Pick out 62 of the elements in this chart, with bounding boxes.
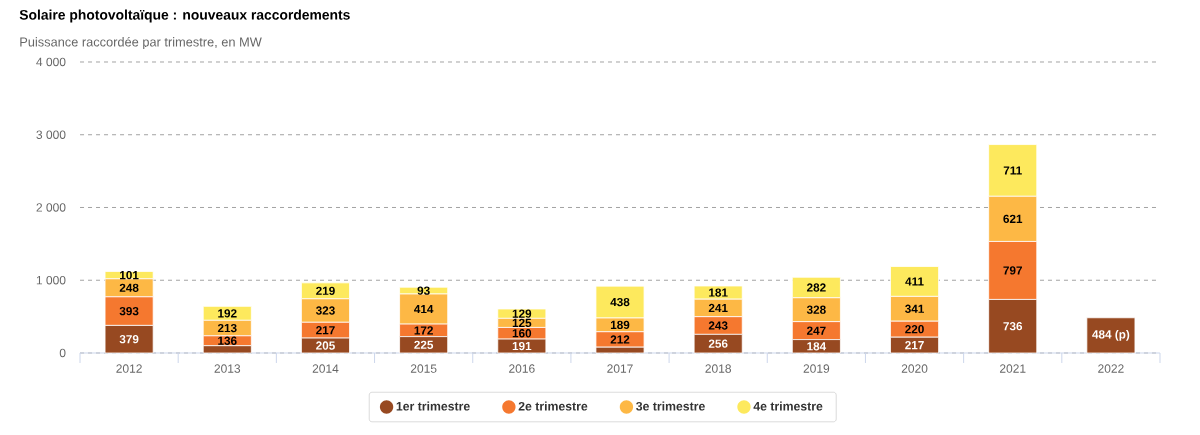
data-label: 393 bbox=[119, 306, 139, 316]
data-label: 189 bbox=[610, 320, 630, 330]
data-label: 341 bbox=[905, 304, 924, 313]
data-label: 438 bbox=[610, 297, 630, 307]
legend-label: 2e trimestre bbox=[518, 401, 588, 411]
data-label: 243 bbox=[708, 321, 728, 330]
data-label: 247 bbox=[806, 326, 826, 335]
chart-subtitle: Puissance raccordée par trimestre, en MW bbox=[20, 36, 262, 50]
legend-label: 1er trimestre bbox=[396, 401, 470, 411]
x-tick-label: 2016 bbox=[509, 364, 535, 373]
x-tick-label: 2019 bbox=[803, 364, 830, 373]
x-tick-label: 2012 bbox=[116, 364, 142, 373]
data-label: 220 bbox=[905, 325, 924, 334]
data-label: 621 bbox=[1003, 214, 1023, 224]
x-tick-label: 2013 bbox=[214, 364, 241, 373]
data-label: 125 bbox=[512, 318, 532, 328]
data-label: 379 bbox=[119, 335, 139, 344]
data-label: 248 bbox=[119, 283, 139, 292]
y-tick-label: 4 000 bbox=[36, 57, 66, 67]
data-label: 192 bbox=[218, 309, 237, 318]
data-label: 136 bbox=[218, 336, 237, 345]
legend-label: 4e trimestre bbox=[753, 401, 823, 411]
data-label: 93 bbox=[417, 286, 430, 295]
x-tick-label: 2018 bbox=[705, 364, 731, 373]
data-label: 101 bbox=[120, 270, 139, 280]
data-label: 212 bbox=[610, 335, 630, 344]
chart-title: Solaire photovoltaïque : nouveaux raccordements bbox=[19, 9, 350, 23]
x-tick-label: 2017 bbox=[607, 364, 633, 373]
x-tick-label: 2014 bbox=[312, 364, 339, 373]
data-label: 225 bbox=[414, 340, 434, 349]
data-label: 256 bbox=[708, 339, 728, 348]
data-label: 241 bbox=[708, 303, 728, 313]
data-label: 129 bbox=[512, 309, 532, 318]
data-label: 282 bbox=[806, 283, 826, 292]
data-label: 736 bbox=[1003, 322, 1023, 331]
data-label: 217 bbox=[316, 326, 335, 335]
data-label: 711 bbox=[1003, 166, 1022, 175]
data-label: 191 bbox=[512, 341, 532, 351]
bar bbox=[1086, 317, 1136, 354]
y-tick-label: 0 bbox=[59, 348, 66, 358]
x-tick-label: 2020 bbox=[901, 364, 928, 373]
data-label: 184 bbox=[807, 342, 827, 351]
y-tick-label: 2 000 bbox=[36, 203, 66, 212]
data-label: 797 bbox=[1003, 266, 1022, 275]
y-tick-label: 1 000 bbox=[36, 275, 66, 285]
x-tick-label: 2022 bbox=[1098, 364, 1124, 373]
x-tick-label: 2021 bbox=[999, 364, 1026, 373]
legend-label: 3e trimestre bbox=[636, 401, 705, 411]
data-label: 484 (p) bbox=[1092, 329, 1130, 341]
data-label: 219 bbox=[316, 286, 335, 295]
data-label: 205 bbox=[316, 341, 335, 350]
data-label: 172 bbox=[414, 326, 433, 335]
data-label: 414 bbox=[414, 305, 434, 314]
data-label: 213 bbox=[217, 323, 237, 333]
data-label: 323 bbox=[315, 306, 335, 315]
x-tick-label: 2015 bbox=[410, 364, 437, 373]
y-tick-label: 3 000 bbox=[36, 130, 66, 139]
data-label: 217 bbox=[905, 340, 924, 350]
data-label: 411 bbox=[905, 277, 924, 286]
data-label: 160 bbox=[512, 329, 532, 338]
data-label: 181 bbox=[709, 288, 728, 297]
data-label: 328 bbox=[806, 305, 826, 314]
